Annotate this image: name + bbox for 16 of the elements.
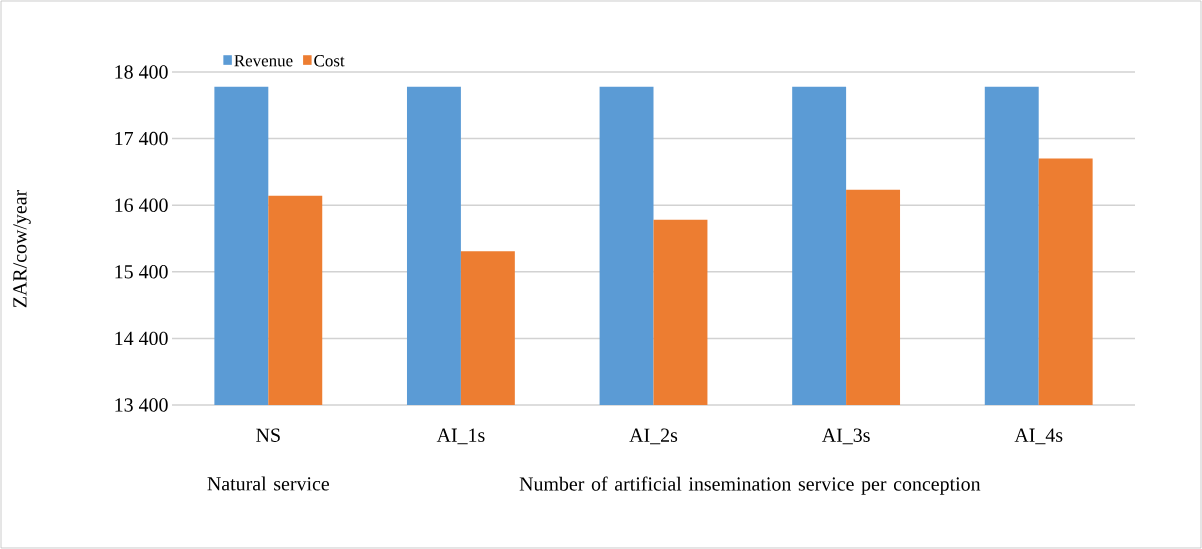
y-tick-label: 16 400 xyxy=(115,198,168,212)
y-tick-label: 15 400 xyxy=(115,265,168,279)
x-tick-label: AI_4s xyxy=(1014,428,1063,445)
x-tick-label: AI_3s xyxy=(821,428,870,445)
y-axis-title: ZAR/cow/year xyxy=(13,189,31,308)
x-tick-label: NS xyxy=(256,428,280,442)
y-tick-label: 13 400 xyxy=(115,398,168,412)
x-tick-label: AI_1s xyxy=(436,428,485,445)
y-tick-label: 14 400 xyxy=(115,331,168,346)
y-tick-label: 18 400 xyxy=(115,65,168,79)
legend-label: Revenue xyxy=(234,55,293,67)
legend-label: Cost xyxy=(314,55,345,67)
y-tick-label: 17 400 xyxy=(115,131,168,146)
text: Number of artificial insemination service per conception xyxy=(519,476,981,495)
x-tick-label: AI_2s xyxy=(629,428,678,445)
text: Natural service xyxy=(207,476,330,491)
